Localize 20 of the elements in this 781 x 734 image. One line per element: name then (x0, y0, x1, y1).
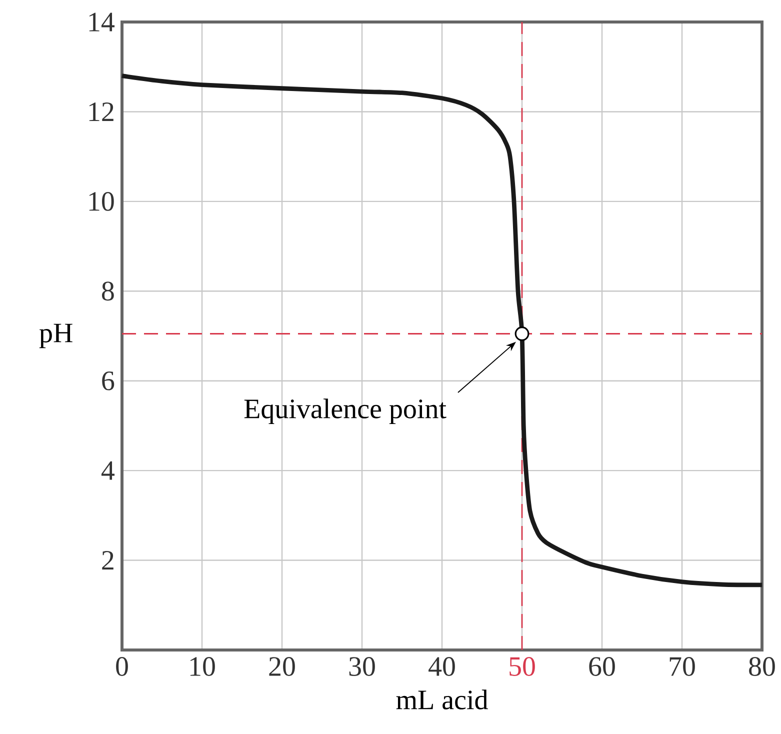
x-tick-label: 20 (269, 657, 295, 676)
x-tick-label: 60 (589, 657, 615, 676)
x-tick-label: 50 (510, 657, 535, 676)
x-tick-label: 30 (349, 657, 375, 676)
y-tick-label: 14 (89, 12, 115, 32)
x-tick-label: 40 (428, 657, 455, 676)
y-axis-title: pH (39, 324, 72, 348)
x-tick-label: 0 (116, 657, 128, 676)
y-tick-label: 12 (89, 102, 114, 121)
x-tick-label: 70 (670, 657, 695, 676)
y-tick-label: 4 (101, 461, 115, 480)
y-tick-label: 8 (102, 282, 114, 301)
y-tick-label: 10 (89, 192, 114, 211)
line-series (120, 74, 764, 588)
x-axis-title: mL acid (396, 690, 488, 710)
y-tick-label: 2 (102, 551, 114, 570)
x-tick-label: 10 (190, 657, 215, 676)
x-tick-label: 80 (749, 657, 775, 676)
y-tick-label: 6 (102, 371, 114, 390)
annotation: Equivalence point (244, 398, 446, 424)
